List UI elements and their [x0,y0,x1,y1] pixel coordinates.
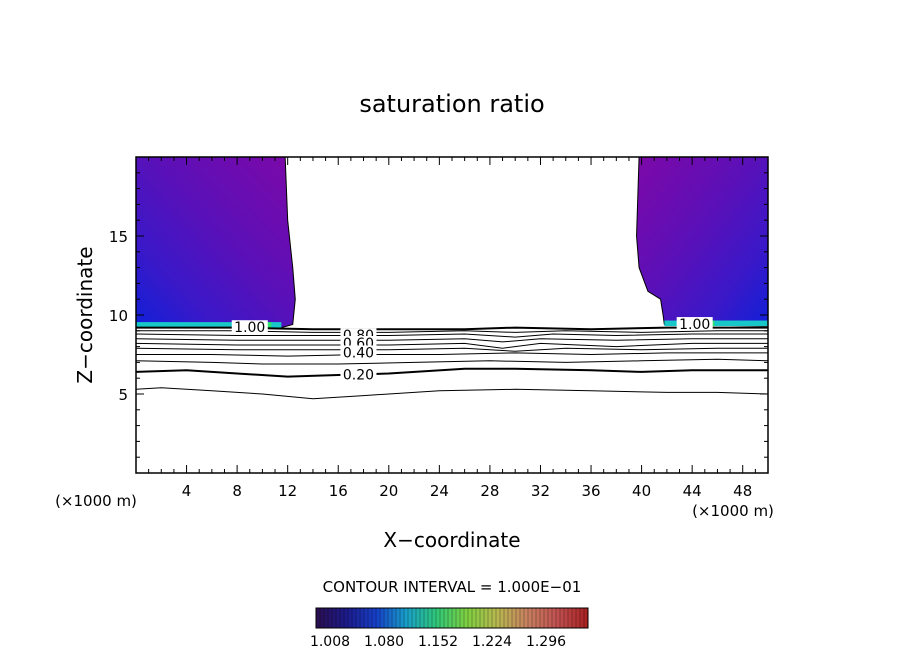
contour-line-0.5 [136,347,768,352]
colorbar-tick-labels: 1.008 1.080 1.152 1.224 1.296 [310,634,566,650]
contour-line-1 [136,326,768,331]
shaded-region-right [636,157,768,327]
colorbar-tick-label: 1.152 [418,634,458,650]
contour-labels: 1.000.800.600.400.201.00 [231,317,713,384]
x-axis-label: X−coordinate [383,528,520,552]
x-tick-label: 48 [733,482,752,500]
contour-label-bg [676,317,713,331]
x-tick-label: 8 [232,482,242,500]
contour-label: 1.00 [679,317,710,333]
y-tick-label: 15 [109,228,128,246]
colorbar-tick-label: 1.008 [310,634,350,650]
contour-line-0.9 [136,330,768,333]
contour-lines [136,326,768,400]
streak-right [664,320,768,327]
contour-line-0.8 [136,333,768,338]
contour-label: 0.40 [343,346,374,362]
x-tick-label: 4 [182,482,192,500]
chart-title: saturation ratio [359,90,544,118]
contour-line-0.4 [136,352,768,357]
x-unit-right: (×1000 m) [692,502,774,520]
colorbar-tick-label: 1.080 [364,634,404,650]
y-tick-label: 10 [109,307,128,325]
contour-line-0.2 [136,367,768,378]
x-tick-label: 28 [480,482,499,500]
contour-line-0.6 [136,342,768,349]
y-axis-ticks: 5 10 15 [109,172,768,458]
x-tick-label: 16 [329,482,348,500]
x-tick-label: 40 [632,482,651,500]
x-unit-left: (×1000 m) [55,492,137,510]
x-tick-label: 20 [379,482,398,500]
contour-label-bg [340,367,377,381]
plot-area: 1.000.800.600.400.201.00 [136,157,768,400]
y-tick-label: 5 [118,386,128,404]
x-tick-label: 24 [430,482,449,500]
x-tick-label: 44 [683,482,702,500]
x-axis-ticks: 4 8 12 16 20 24 28 32 36 40 44 48 [148,157,756,500]
contour-line-0.3 [136,358,768,365]
colorbar-tick-label: 1.296 [526,634,566,650]
x-tick-label: 12 [278,482,297,500]
colorbar [315,607,589,629]
y-axis-label: Z−coordinate [73,246,97,383]
contour-line-0.1 [136,387,768,400]
contour-label-bg [231,320,268,334]
contour-label: 0.20 [343,368,374,384]
streak-left [136,322,282,328]
shaded-regions [136,157,768,329]
colorbar-tick-label: 1.224 [472,634,512,650]
contour-label: 1.00 [234,320,265,336]
shaded-region-left [136,157,296,329]
contour-line-0.7 [136,338,768,343]
x-tick-label: 32 [531,482,550,500]
contour-label-bg [340,345,377,359]
contour-interval-label: CONTOUR INTERVAL = 1.000E−01 [323,578,582,596]
x-tick-label: 36 [581,482,600,500]
